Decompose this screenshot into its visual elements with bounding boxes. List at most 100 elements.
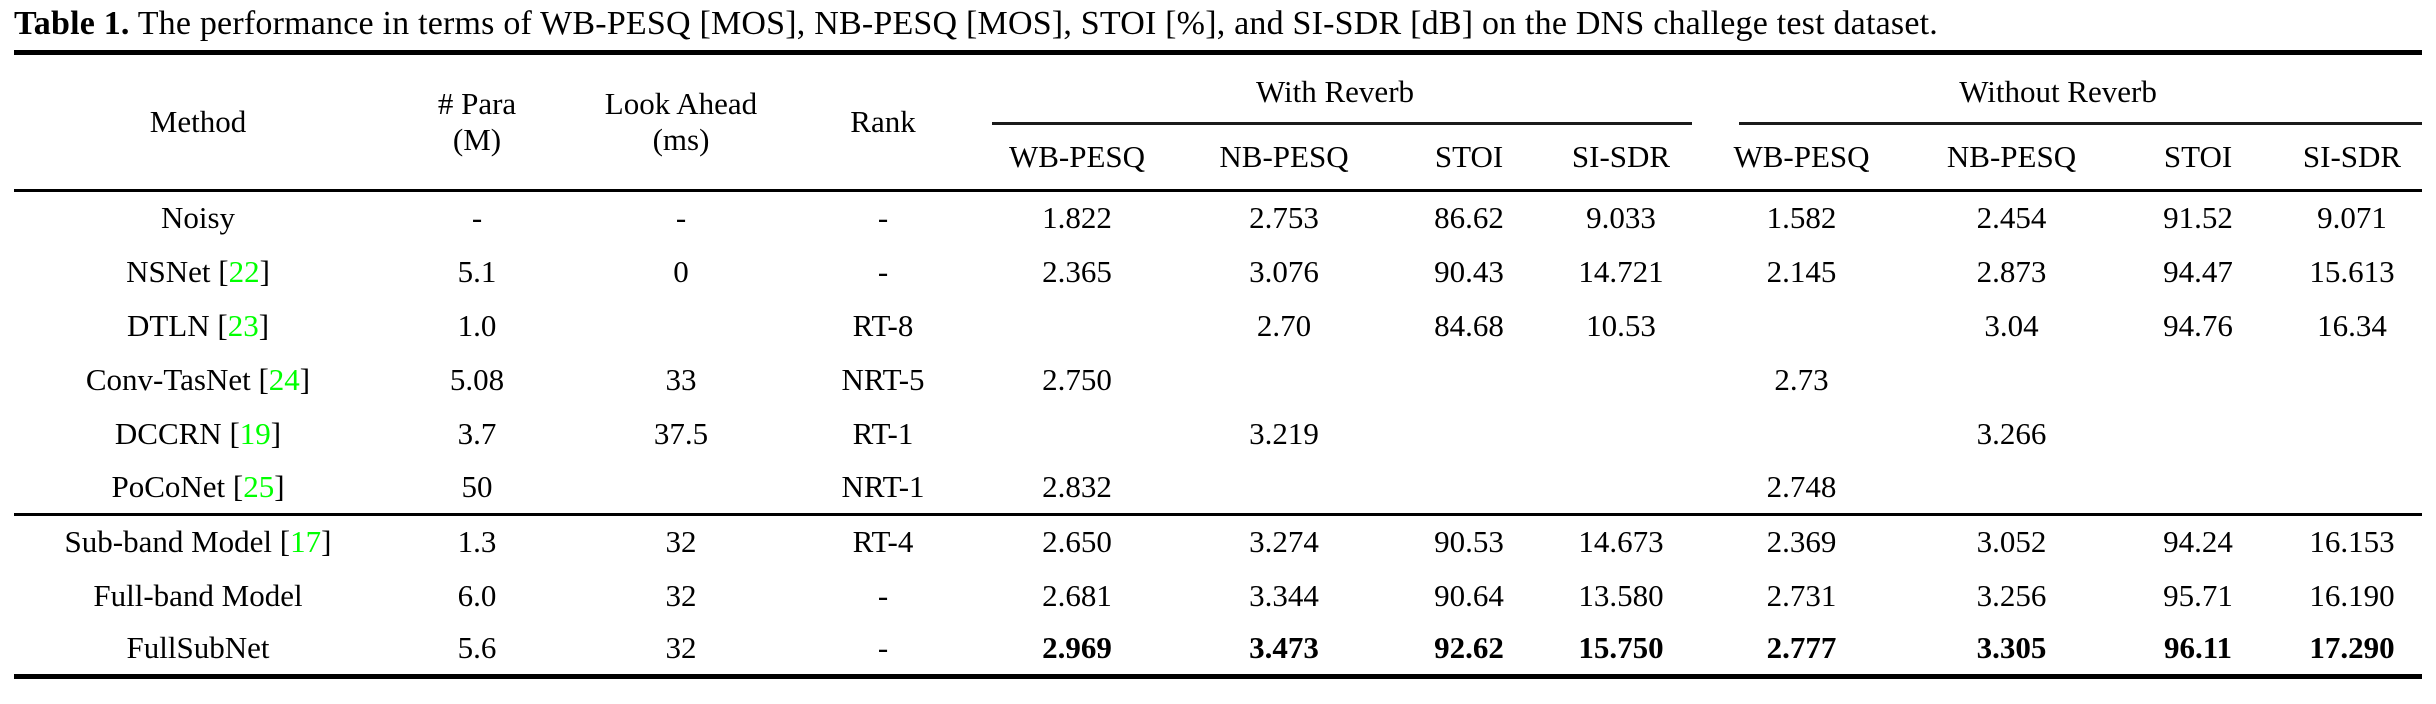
cell-rank: - bbox=[877, 577, 889, 613]
cell-para: 1.3 bbox=[457, 524, 497, 560]
cell-metric: 2.681 bbox=[1042, 577, 1112, 613]
citation-ref: 19 bbox=[239, 415, 271, 451]
cell-metric: 94.24 bbox=[2163, 524, 2233, 560]
cell-metric bbox=[2282, 353, 2422, 407]
group-label-without-reverb: Without Reverb bbox=[1959, 73, 2157, 109]
cell-metric bbox=[1548, 461, 1694, 515]
cell-metric bbox=[1178, 461, 1390, 515]
cell-method: Sub-band Model [17] bbox=[64, 524, 332, 560]
cell-metric bbox=[1390, 353, 1548, 407]
table-header: Method # Para (M) Look Ahead (ms) Rank W… bbox=[14, 52, 2423, 191]
col-header-wr-si-sdr: SI-SDR bbox=[1571, 138, 1671, 174]
cell-method: Full-band Model bbox=[93, 577, 303, 613]
col-header-look-ahead-line1: Look Ahead bbox=[604, 86, 758, 121]
cell-metric: 3.052 bbox=[1976, 524, 2047, 560]
table-row: DCCRN [19] 3.7 37.5 RT-1 3.219 3.266 bbox=[14, 407, 2422, 461]
cell-para: 3.7 bbox=[457, 415, 497, 451]
cell-metric bbox=[1694, 407, 1909, 461]
cell-para: 1.0 bbox=[457, 307, 497, 343]
col-header-wor-stoi: STOI bbox=[2163, 138, 2233, 174]
citation-ref: 23 bbox=[227, 307, 259, 343]
cell-rank: RT-1 bbox=[852, 415, 914, 451]
cell-metric bbox=[976, 299, 1178, 353]
citation-ref: 24 bbox=[268, 361, 300, 397]
cell-metric: 84.68 bbox=[1434, 307, 1504, 343]
cell-metric: 3.219 bbox=[1249, 415, 1319, 451]
cell-metric bbox=[1909, 461, 2114, 515]
cell-method: PoCoNet [25] bbox=[111, 468, 285, 504]
cell-metric: 96.11 bbox=[2163, 630, 2233, 666]
col-header-para-line2: (M) bbox=[452, 122, 502, 157]
cell-metric: 1.582 bbox=[1766, 200, 1837, 236]
cell-metric: 2.748 bbox=[1766, 468, 1837, 504]
cell-rank: NRT-1 bbox=[841, 468, 925, 504]
col-header-look-ahead-line2: (ms) bbox=[652, 122, 710, 157]
group-header-with-reverb: With Reverb bbox=[976, 53, 1694, 125]
cell-metric: 2.145 bbox=[1766, 253, 1837, 289]
col-header-wr-wb-pesq: WB-PESQ bbox=[1008, 138, 1146, 174]
cell-metric: 2.753 bbox=[1249, 200, 1319, 236]
cell-metric: 2.969 bbox=[1042, 630, 1112, 666]
cell-metric: 9.071 bbox=[2317, 200, 2387, 236]
table-row: NSNet [22] 5.1 0 - 2.365 3.076 90.43 14.721 2.14… bbox=[14, 245, 2422, 299]
table-row: Full-band Model 6.0 32 - 2.681 3.344 90.64 13.5… bbox=[14, 569, 2422, 623]
cell-rank: - bbox=[877, 630, 889, 666]
table-body: Noisy - - - 1.822 2.753 86.62 9.033 1.582 2.454 91… bbox=[14, 191, 2423, 677]
cell-metric bbox=[1694, 299, 1909, 353]
cell-metric: 3.04 bbox=[1984, 307, 2039, 343]
cell-metric: 3.274 bbox=[1249, 524, 1319, 560]
table-row: PoCoNet [25] 50 NRT-1 2.832 2.748 bbox=[14, 461, 2422, 515]
caption-label: Table 1. bbox=[14, 5, 130, 42]
cell-metric: 3.344 bbox=[1249, 577, 1319, 613]
col-header-wr-stoi: STOI bbox=[1434, 138, 1504, 174]
cell-metric bbox=[2114, 407, 2282, 461]
cell-metric: 3.473 bbox=[1249, 630, 1319, 666]
cell-look-ahead: 0 bbox=[673, 253, 689, 289]
cell-metric: 16.190 bbox=[2309, 577, 2395, 613]
cell-look-ahead: 37.5 bbox=[653, 415, 709, 451]
cell-metric: 86.62 bbox=[1434, 200, 1504, 236]
cell-metric: 15.613 bbox=[2309, 253, 2395, 289]
cell-metric: 3.256 bbox=[1976, 577, 2047, 613]
cell-metric bbox=[2114, 461, 2282, 515]
cell-metric: 17.290 bbox=[2309, 630, 2395, 666]
table-row: DTLN [23] 1.0 RT-8 2.70 84.68 10.53 3.04 94.76 1… bbox=[14, 299, 2422, 353]
cell-metric: 2.873 bbox=[1976, 253, 2047, 289]
col-header-wor-nb-pesq: NB-PESQ bbox=[1946, 138, 2077, 174]
cell-metric: 2.365 bbox=[1042, 253, 1112, 289]
col-header-wor-si-sdr: SI-SDR bbox=[2302, 138, 2402, 174]
cell-metric: 2.454 bbox=[1976, 200, 2047, 236]
cell-rank: RT-4 bbox=[852, 524, 914, 560]
col-header-wor-wb-pesq: WB-PESQ bbox=[1733, 138, 1870, 174]
cell-metric: 94.76 bbox=[2163, 307, 2233, 343]
cell-metric: 2.750 bbox=[1042, 361, 1112, 397]
cell-metric: 9.033 bbox=[1586, 200, 1656, 236]
cell-metric: 15.750 bbox=[1578, 630, 1664, 666]
cell-metric bbox=[1548, 353, 1694, 407]
cell-look-ahead: - bbox=[675, 200, 687, 236]
citation-ref: 17 bbox=[290, 524, 322, 560]
cell-para: - bbox=[471, 200, 483, 236]
cell-para: 5.6 bbox=[457, 630, 497, 666]
cell-metric: 13.580 bbox=[1578, 577, 1664, 613]
group-underline-with-reverb bbox=[992, 121, 1693, 125]
cell-metric: 91.52 bbox=[2163, 200, 2233, 236]
group-label-with-reverb: With Reverb bbox=[1256, 73, 1415, 109]
cell-look-ahead bbox=[572, 299, 790, 353]
cell-metric bbox=[1390, 407, 1548, 461]
cell-metric: 2.650 bbox=[1042, 524, 1112, 560]
citation-ref: 22 bbox=[228, 253, 260, 289]
cell-metric bbox=[2114, 353, 2282, 407]
cell-method: NSNet [22] bbox=[126, 253, 270, 289]
table-caption: Table 1. The performance in terms of WB-… bbox=[14, 2, 2426, 46]
cell-metric: 10.53 bbox=[1586, 307, 1656, 343]
col-header-wr-nb-pesq: NB-PESQ bbox=[1219, 138, 1349, 174]
cell-look-ahead: 33 bbox=[665, 361, 697, 397]
cell-metric: 90.64 bbox=[1434, 577, 1504, 613]
cell-metric: 14.721 bbox=[1578, 253, 1664, 289]
col-header-rank: Rank bbox=[850, 104, 916, 139]
table-row: Conv-TasNet [24] 5.08 33 NRT-5 2.750 2.73 bbox=[14, 353, 2422, 407]
cell-metric: 16.34 bbox=[2317, 307, 2387, 343]
header-row-metrics: WB-PESQ NB-PESQ STOI SI-SDR WB-PESQ NB-P… bbox=[14, 125, 2423, 191]
table-row: Noisy - - - 1.822 2.753 86.62 9.033 1.582 2.454 91… bbox=[14, 191, 2422, 245]
